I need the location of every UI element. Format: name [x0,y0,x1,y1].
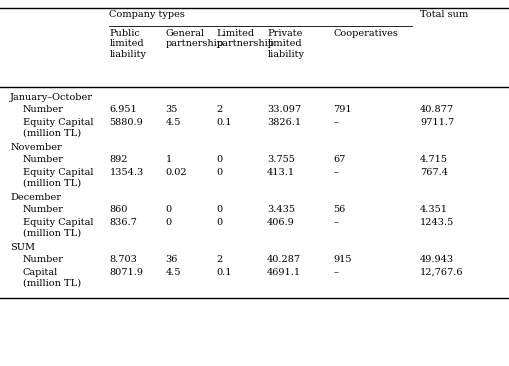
Text: 4691.1: 4691.1 [267,268,301,277]
Text: 5880.9: 5880.9 [109,118,143,127]
Text: 413.1: 413.1 [267,168,295,177]
Text: 1354.3: 1354.3 [109,168,144,177]
Text: 0: 0 [216,168,222,177]
Text: Cooperatives: Cooperatives [333,29,398,38]
Text: 0: 0 [165,205,172,214]
Text: 56: 56 [333,205,346,214]
Text: 8071.9: 8071.9 [109,268,144,277]
Text: 33.097: 33.097 [267,105,301,114]
Text: 1: 1 [165,155,172,164]
Text: –: – [333,218,338,227]
Text: November: November [10,143,62,152]
Text: 40.877: 40.877 [420,105,454,114]
Text: 1243.5: 1243.5 [420,218,454,227]
Text: 0.1: 0.1 [216,268,232,277]
Text: December: December [10,193,61,202]
Text: 4.351: 4.351 [420,205,448,214]
Text: Equity Capital
(million TL): Equity Capital (million TL) [23,168,94,187]
Text: Number: Number [23,155,64,164]
Text: –: – [333,168,338,177]
Text: 8.703: 8.703 [109,255,137,264]
Text: 36: 36 [165,255,178,264]
Text: Company types: Company types [109,10,185,19]
Text: Capital
(million TL): Capital (million TL) [23,268,81,287]
Text: Number: Number [23,255,64,264]
Text: 3.435: 3.435 [267,205,295,214]
Text: 892: 892 [109,155,128,164]
Text: SUM: SUM [10,243,35,252]
Text: 67: 67 [333,155,346,164]
Text: Equity Capital
(million TL): Equity Capital (million TL) [23,118,94,137]
Text: 40.287: 40.287 [267,255,301,264]
Text: 4.5: 4.5 [165,118,181,127]
Text: 0.1: 0.1 [216,118,232,127]
Text: Private
limited
liability: Private limited liability [267,29,304,59]
Text: Public
limited
liability: Public limited liability [109,29,147,59]
Text: 406.9: 406.9 [267,218,295,227]
Text: 0: 0 [216,218,222,227]
Text: General
partnership: General partnership [165,29,223,48]
Text: 6.951: 6.951 [109,105,137,114]
Text: 4.715: 4.715 [420,155,448,164]
Text: 3826.1: 3826.1 [267,118,301,127]
Text: 836.7: 836.7 [109,218,137,227]
Text: 860: 860 [109,205,128,214]
Text: 2: 2 [216,105,222,114]
Text: 12,767.6: 12,767.6 [420,268,463,277]
Text: January–October: January–October [10,93,93,102]
Text: 0.02: 0.02 [165,168,187,177]
Text: Equity Capital
(million TL): Equity Capital (million TL) [23,218,94,238]
Text: –: – [333,268,338,277]
Text: 9711.7: 9711.7 [420,118,454,127]
Text: 4.5: 4.5 [165,268,181,277]
Text: Total sum: Total sum [420,10,468,19]
Text: Number: Number [23,205,64,214]
Text: 0: 0 [165,218,172,227]
Text: 791: 791 [333,105,352,114]
Text: 767.4: 767.4 [420,168,448,177]
Text: 0: 0 [216,155,222,164]
Text: Limited
partnership: Limited partnership [216,29,274,48]
Text: Number: Number [23,105,64,114]
Text: –: – [333,118,338,127]
Text: 0: 0 [216,205,222,214]
Text: 49.943: 49.943 [420,255,454,264]
Text: 2: 2 [216,255,222,264]
Text: 35: 35 [165,105,178,114]
Text: 915: 915 [333,255,352,264]
Text: 3.755: 3.755 [267,155,295,164]
